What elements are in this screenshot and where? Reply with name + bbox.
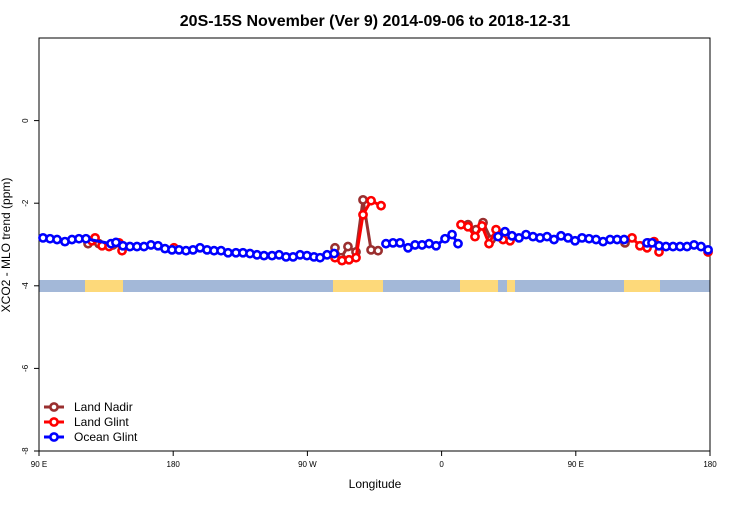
point xyxy=(477,221,487,231)
land-band xyxy=(507,280,515,292)
y-tick-label: 0 xyxy=(21,118,30,123)
legend-label: Land Nadir xyxy=(74,400,133,414)
point xyxy=(619,234,630,245)
point xyxy=(493,231,504,242)
point xyxy=(223,247,233,258)
legend-marker xyxy=(49,432,59,442)
point xyxy=(351,252,361,263)
point xyxy=(431,240,441,251)
x-tick-label: 90 W xyxy=(298,460,317,469)
legend-marker xyxy=(49,417,59,427)
x-axis-label: Longitude xyxy=(349,477,402,491)
point xyxy=(440,233,450,244)
point xyxy=(366,195,376,206)
x-tick-label: 90 E xyxy=(568,460,584,469)
y-tick-label: -6 xyxy=(21,364,30,372)
point xyxy=(463,221,473,232)
land-band xyxy=(333,280,383,292)
x-tick-label: 180 xyxy=(703,460,717,469)
point xyxy=(703,244,713,255)
point xyxy=(52,234,62,245)
point xyxy=(358,194,368,205)
point xyxy=(470,231,480,242)
point xyxy=(343,241,353,252)
y-tick-label: -4 xyxy=(21,282,30,290)
legend-marker xyxy=(49,402,59,412)
land-band xyxy=(460,280,498,292)
chart-title: 20S-15S November (Ver 9) 2014-09-06 to 2… xyxy=(180,13,571,30)
point xyxy=(329,248,339,259)
x-tick-label: 0 xyxy=(439,460,444,469)
point xyxy=(259,250,269,261)
point xyxy=(447,229,457,240)
land-band xyxy=(624,280,660,292)
y-tick-label: -2 xyxy=(21,199,30,207)
x-tick-label: 90 E xyxy=(31,460,47,469)
x-tick-label: 180 xyxy=(167,460,181,469)
y-tick-label: -8 xyxy=(21,447,30,455)
point xyxy=(549,234,559,245)
point xyxy=(373,245,383,256)
point xyxy=(500,226,510,237)
legend-label: Land Glint xyxy=(74,415,129,429)
y-axis-label: XCO2 - MLO trend (ppm) xyxy=(0,178,13,313)
point xyxy=(358,209,368,220)
point xyxy=(453,238,463,249)
legend-label: Ocean Glint xyxy=(74,430,138,444)
plot-frame xyxy=(38,37,711,452)
point xyxy=(81,233,91,244)
surface-strip xyxy=(39,280,710,292)
land-band xyxy=(85,280,123,292)
point xyxy=(395,237,405,248)
point xyxy=(627,232,637,243)
point xyxy=(484,238,494,249)
point xyxy=(376,200,386,211)
